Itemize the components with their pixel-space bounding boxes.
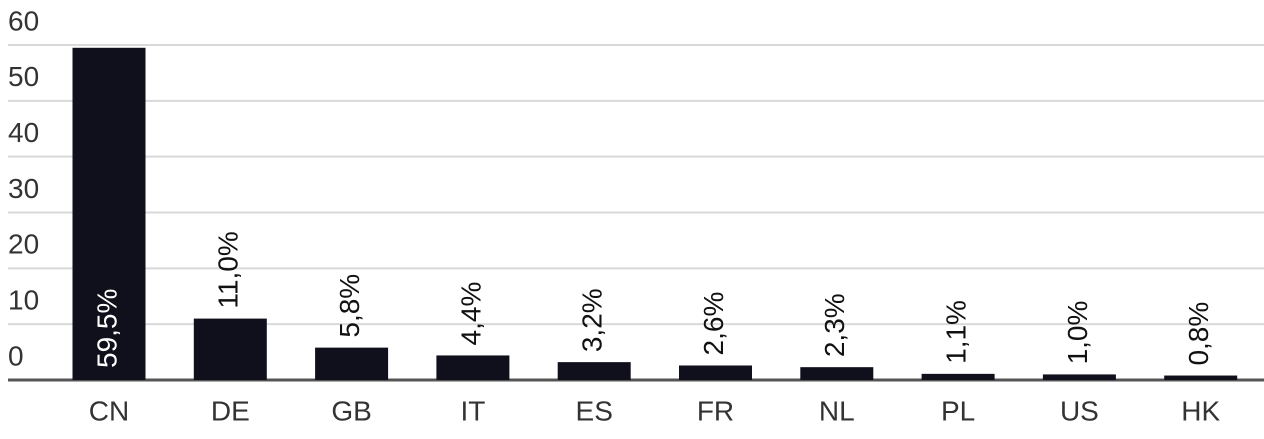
x-tick-label: DE xyxy=(211,395,250,426)
y-tick-label: 60 xyxy=(8,5,39,36)
value-label: 1,0% xyxy=(1062,301,1093,365)
x-tick-label: CN xyxy=(89,395,129,426)
x-tick-label: HK xyxy=(1181,395,1220,426)
bar xyxy=(1042,374,1116,380)
value-label: 11,0% xyxy=(213,231,244,308)
x-tick-label: NL xyxy=(819,395,855,426)
bar xyxy=(315,347,389,380)
value-label: 3,2% xyxy=(577,288,608,352)
y-tick-label: 50 xyxy=(8,61,39,92)
value-label: 0,8% xyxy=(1183,302,1214,366)
value-label: 4,4% xyxy=(455,282,486,346)
x-tick-label: PL xyxy=(941,395,975,426)
y-tick-label: 10 xyxy=(8,285,39,316)
y-tick-label: 0 xyxy=(8,340,24,371)
value-label: 59,5% xyxy=(91,289,122,368)
bar xyxy=(921,373,995,380)
bar xyxy=(557,362,631,380)
x-tick-label: FR xyxy=(697,395,734,426)
y-tick-label: 30 xyxy=(8,173,39,204)
bar xyxy=(72,47,146,381)
y-tick-label: 40 xyxy=(8,117,39,148)
x-tick-label: ES xyxy=(576,395,613,426)
value-label: 2,3% xyxy=(819,293,850,357)
y-tick-label: 20 xyxy=(8,229,39,260)
x-tick-label: GB xyxy=(331,395,371,426)
bar xyxy=(679,365,752,380)
bar xyxy=(800,367,874,380)
x-tick-label: IT xyxy=(460,395,485,426)
value-label: 1,1% xyxy=(940,300,971,364)
value-label: 5,8% xyxy=(334,274,365,338)
value-label: 2,6% xyxy=(698,292,729,356)
bar xyxy=(436,355,510,380)
bar xyxy=(193,318,267,380)
bar xyxy=(1164,375,1238,380)
x-tick-label: US xyxy=(1060,395,1099,426)
